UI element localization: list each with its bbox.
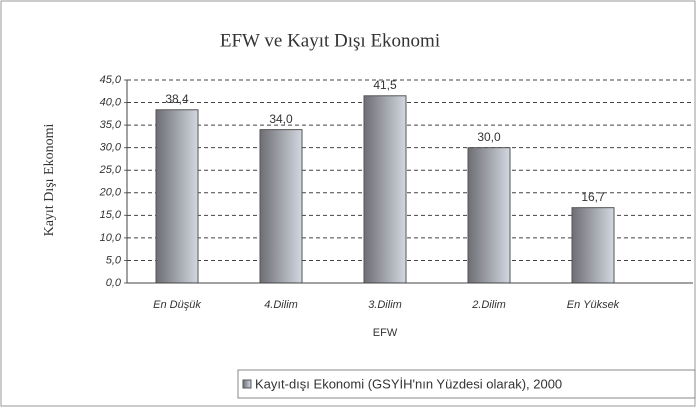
y-axis-label: Kayıt Dışı Ekonomi: [42, 124, 57, 237]
x-tick-label: 4.Dilim: [264, 299, 298, 311]
y-tick-label: 40,0: [100, 96, 122, 108]
x-axis-label: EFW: [373, 327, 398, 339]
bar: [467, 147, 511, 284]
y-tick-label: 30,0: [100, 142, 122, 154]
legend: [237, 369, 696, 399]
y-tick-label: 15,0: [100, 209, 122, 221]
x-tick-label: 2.Dilim: [471, 299, 506, 311]
data-label: 41,5: [373, 78, 397, 92]
y-tick-label: 10,0: [100, 232, 122, 244]
bar: [155, 109, 199, 284]
y-tick-label: 25,0: [99, 164, 122, 176]
data-label: 38,4: [165, 92, 189, 106]
bar: [363, 95, 407, 284]
y-tick-label: 5,0: [106, 254, 122, 266]
chart-title: EFW ve Kayıt Dışı Ekonomi: [220, 30, 440, 51]
bar: [259, 129, 303, 284]
y-tick-label: 35,0: [100, 119, 122, 131]
y-tick-label: 20,0: [99, 187, 122, 199]
data-label: 34,0: [269, 112, 293, 126]
data-label: 30,0: [477, 130, 501, 144]
legend-label: Kayıt-dışı Ekonomi (GSYİH'nın Yüzdesi ol…: [255, 376, 562, 391]
bar: [571, 207, 615, 284]
y-tick-label: 45,0: [100, 74, 122, 86]
y-tick-label: 0,0: [106, 277, 122, 289]
legend-swatch: [242, 379, 252, 389]
data-label: 16,7: [581, 190, 605, 204]
x-tick-label: En Yüksek: [567, 299, 620, 311]
x-tick-label: 3.Dilim: [368, 299, 402, 311]
x-tick-label: En Düşük: [153, 299, 201, 311]
